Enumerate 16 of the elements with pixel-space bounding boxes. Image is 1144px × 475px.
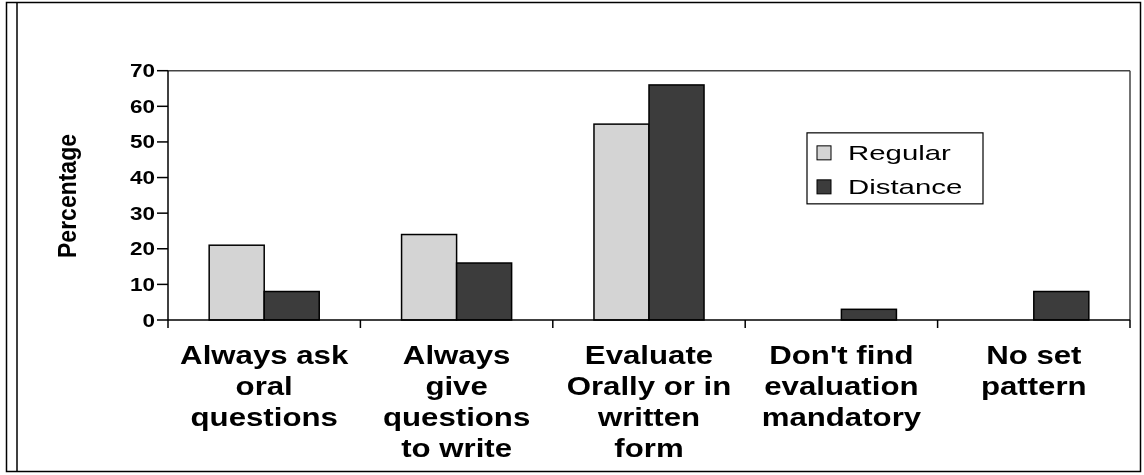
legend-label: Regular: [848, 141, 952, 165]
legend-label: Distance: [848, 175, 963, 199]
y-tick-label: 30: [129, 203, 155, 224]
y-tick-label: 40: [129, 168, 155, 188]
y-tick-label: 70: [129, 61, 155, 81]
y-tick-label: 20: [129, 239, 155, 259]
y-tick-label: 50: [129, 132, 155, 152]
y-tick-label: 60: [129, 96, 155, 117]
y-tick-label: 10: [129, 274, 155, 295]
x-tick-label: Always give questions to write: [382, 340, 531, 463]
x-tick-label: No set pattern: [980, 340, 1087, 401]
y-axis-title: Percentage: [52, 134, 82, 258]
x-tick-label: Always ask oral questions: [180, 340, 349, 432]
x-tick-label: Evaluate Orally or in written form: [566, 340, 732, 463]
y-tick-label: 0: [142, 310, 155, 331]
x-tick-label: Don't find evaluation mandatory: [761, 340, 922, 432]
